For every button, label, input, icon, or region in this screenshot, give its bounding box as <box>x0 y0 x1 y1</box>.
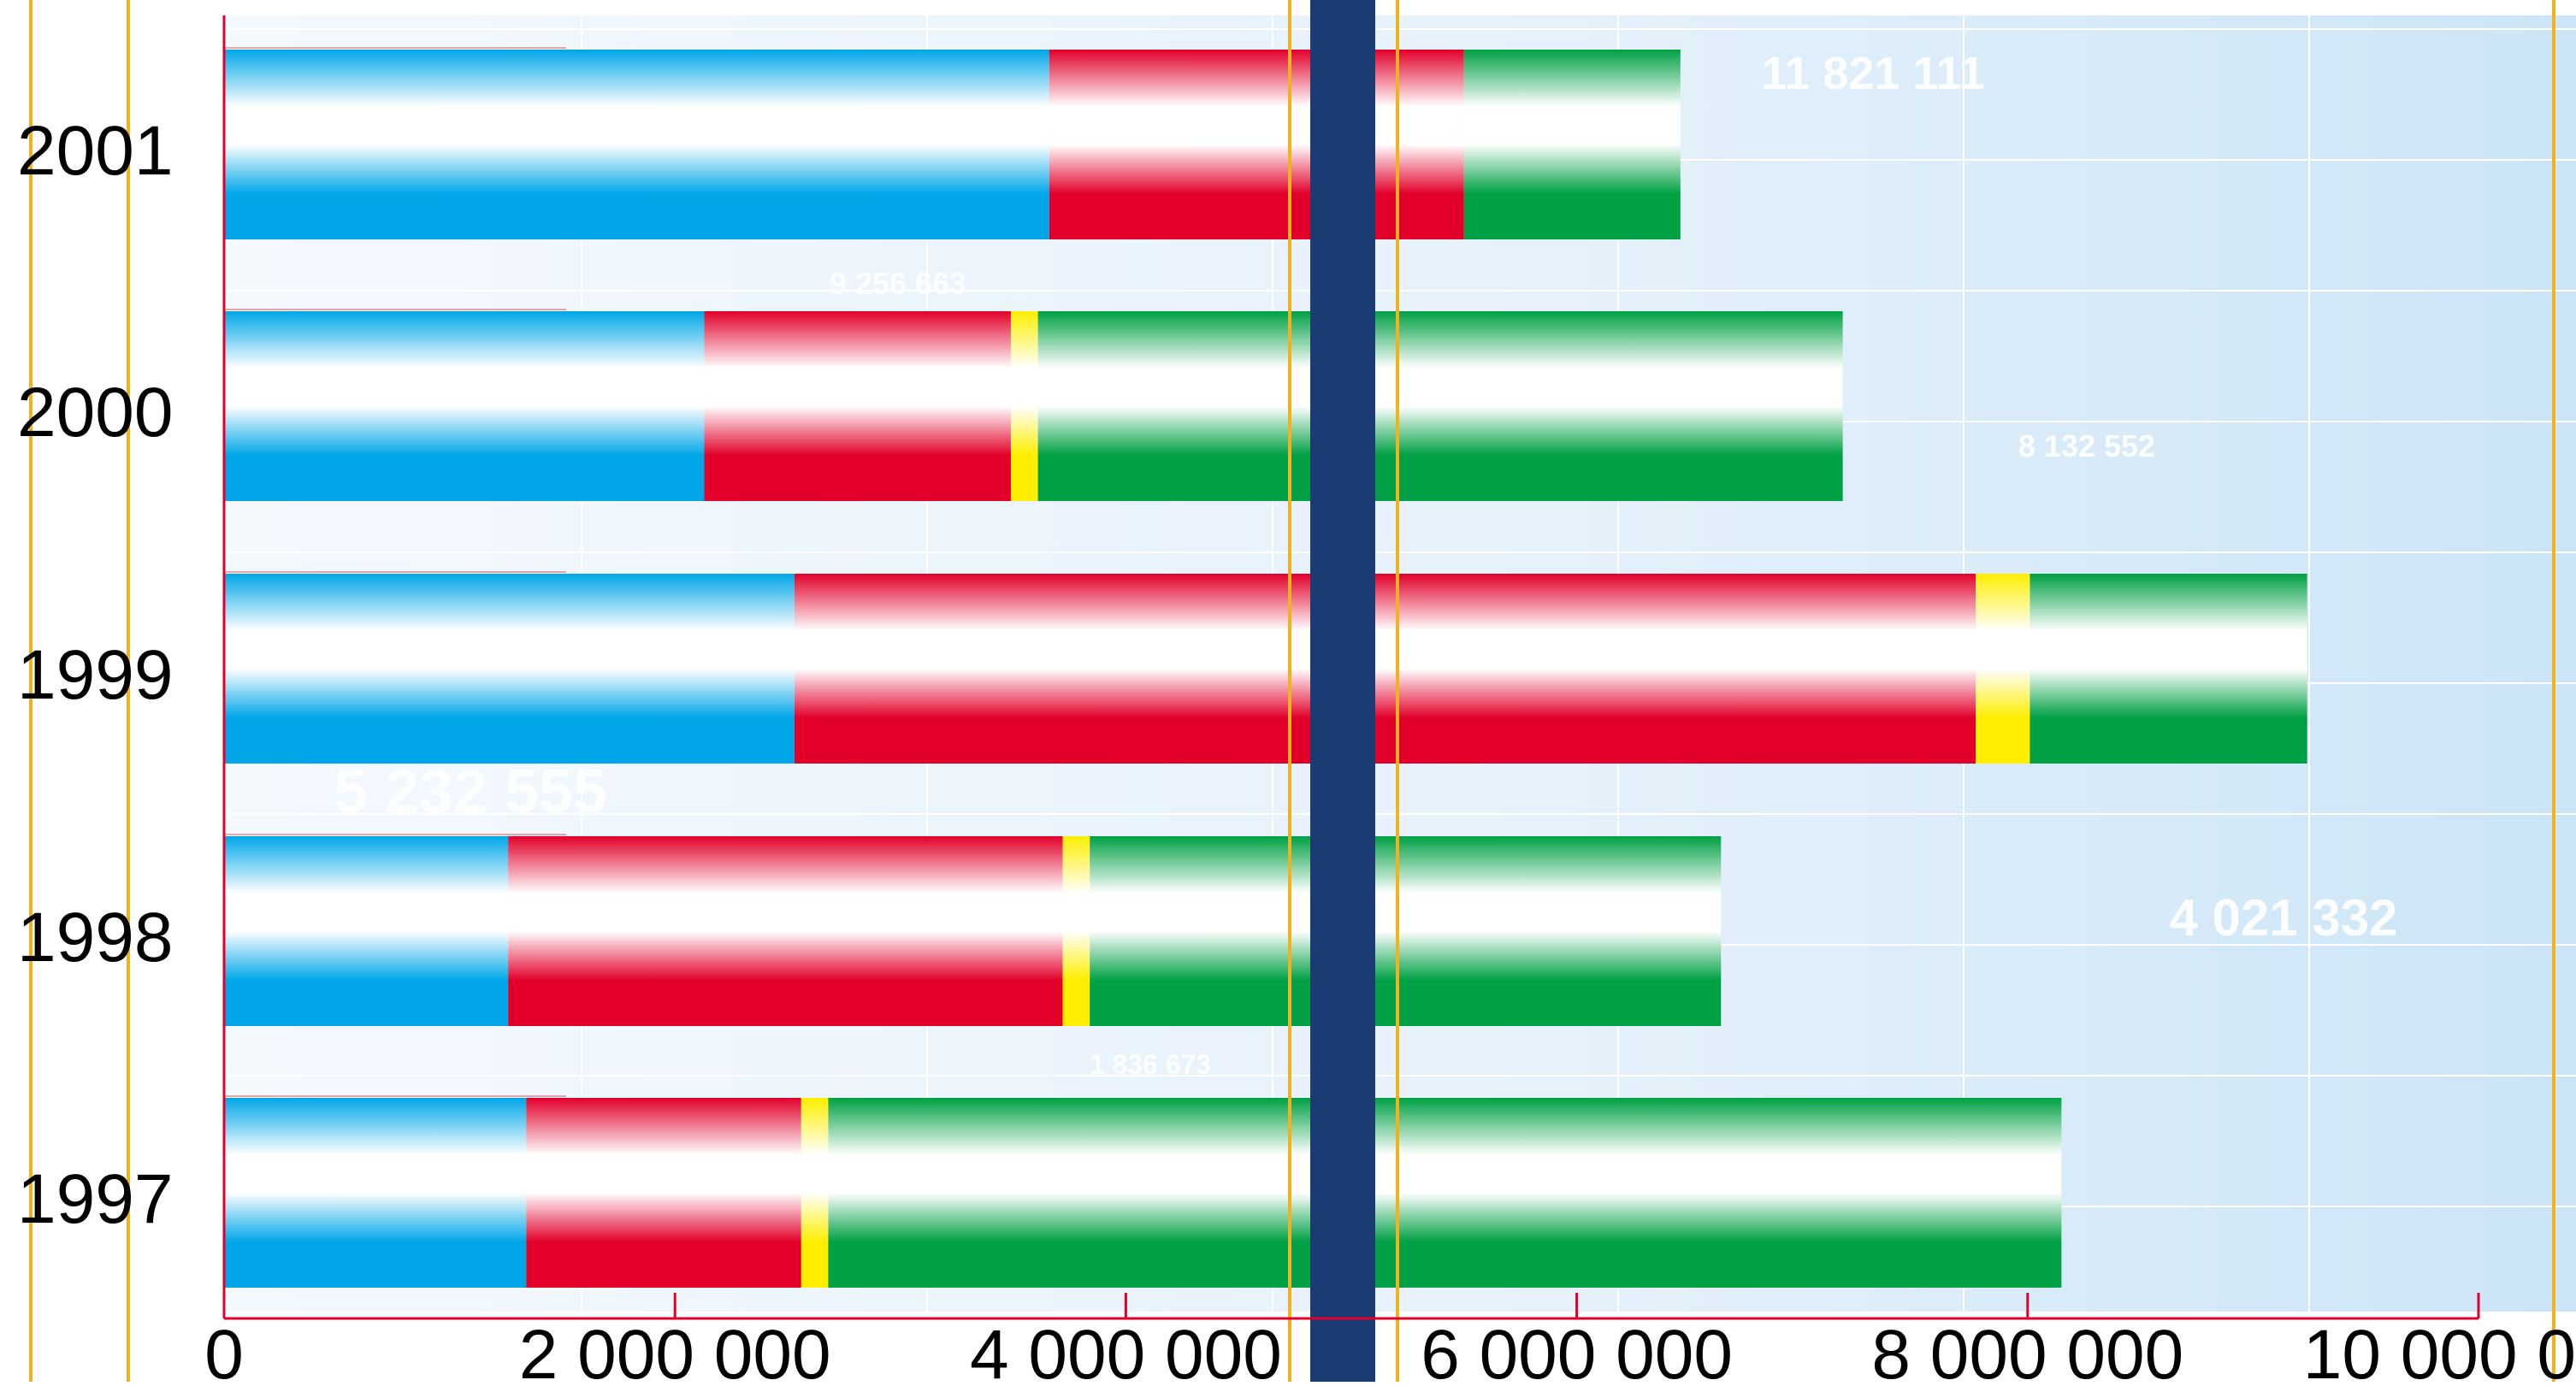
bar-group-1998 <box>224 834 1722 1026</box>
bar-segment <box>828 1098 2062 1288</box>
divider-band <box>1310 0 1375 1382</box>
category-label-1999: 1999 <box>17 636 173 714</box>
bar-segment <box>1010 311 1038 501</box>
bar-segment <box>801 1098 829 1288</box>
x-tick-label: 10 000 000 <box>2303 1316 2576 1382</box>
x-tick-label: 2 000 000 <box>519 1316 831 1382</box>
bar-segment <box>508 836 1063 1026</box>
category-label-2001: 2001 <box>17 112 173 190</box>
value-annotation: 1 836 673 <box>1090 1049 1211 1080</box>
bar-segment <box>526 1098 801 1288</box>
value-annotation: 5 232 555 <box>334 758 607 826</box>
bar-segment <box>1062 836 1090 1026</box>
bar-segment <box>2029 574 2307 764</box>
bar-segment <box>704 311 1011 501</box>
bar-segment <box>1976 574 2030 764</box>
value-annotation: 9 256 663 <box>830 266 966 301</box>
category-label-1997: 1997 <box>17 1160 173 1238</box>
x-tick-label: 8 000 000 <box>1871 1316 2183 1382</box>
bar-group-1999 <box>224 571 2307 764</box>
bar-segment <box>1463 50 1681 239</box>
category-label-2000: 2000 <box>17 374 173 451</box>
x-tick-label: 4 000 000 <box>970 1316 1282 1382</box>
bar-group-1997 <box>224 1095 2062 1288</box>
bar-segment <box>224 1098 527 1288</box>
bar-segment <box>224 311 705 501</box>
x-tick-label: 0 <box>204 1316 244 1382</box>
bar-segment <box>1049 50 1464 239</box>
value-annotation: 8 132 552 <box>2018 428 2155 463</box>
value-annotation: 11 821 111 <box>1761 48 1984 99</box>
category-label-1998: 1998 <box>17 899 173 976</box>
x-tick-label: 6 000 000 <box>1421 1316 1733 1382</box>
bar-segment <box>794 574 1976 764</box>
bar-segment <box>224 574 795 764</box>
bar-segment <box>224 836 509 1026</box>
bar-segment <box>1090 836 1722 1026</box>
value-annotation: 4 021 332 <box>2170 889 2398 947</box>
bar-segment <box>224 50 1049 239</box>
bar-group-2000 <box>224 309 1843 501</box>
bar-group-2001 <box>224 47 1681 239</box>
bar-segment <box>1037 311 1843 501</box>
